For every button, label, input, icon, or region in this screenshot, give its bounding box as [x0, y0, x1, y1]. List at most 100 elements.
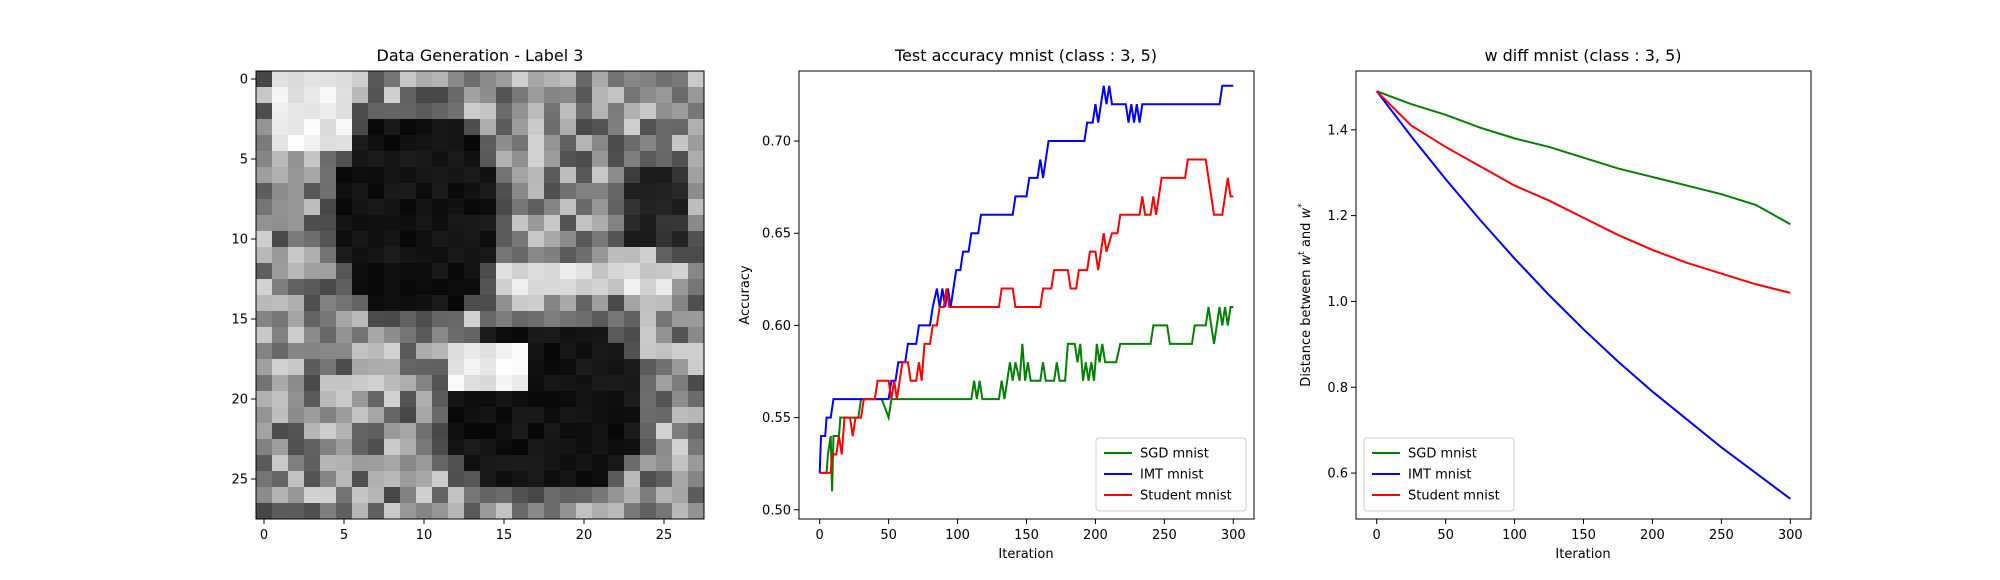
heatmap-cell	[528, 327, 545, 344]
heatmap-cell	[272, 183, 289, 200]
heatmap-cell	[512, 487, 529, 504]
heatmap-cell	[608, 503, 625, 520]
accuracy-plot-area	[818, 84, 1234, 492]
heatmap-cell	[400, 343, 417, 360]
heatmap-cell	[320, 375, 337, 392]
heatmap-cell	[512, 503, 529, 520]
heatmap-cell	[448, 199, 465, 216]
heatmap-cell	[464, 87, 481, 104]
heatmap-cell	[528, 263, 545, 280]
heatmap-cell	[384, 167, 401, 184]
heatmap-cell	[480, 263, 497, 280]
heatmap-cell	[496, 327, 513, 344]
heatmap-cell	[592, 343, 609, 360]
heatmap-cell	[640, 311, 657, 328]
heatmap-cell	[432, 87, 449, 104]
heatmap-xtick-label: 15	[496, 528, 513, 543]
heatmap-cell	[640, 407, 657, 424]
heatmap-cell	[576, 375, 593, 392]
heatmap-cell	[256, 87, 273, 104]
heatmap-cell	[512, 471, 529, 488]
heatmap-cell	[464, 167, 481, 184]
heatmap-cell	[576, 439, 593, 456]
heatmap-cell	[544, 263, 561, 280]
heatmap-cell	[512, 423, 529, 440]
heatmap-cell	[368, 407, 385, 424]
heatmap-cell	[432, 71, 449, 88]
heatmap-cell	[560, 247, 577, 264]
wdiff-legend-label-1: IMT mnist	[1408, 468, 1472, 483]
heatmap-cell	[480, 71, 497, 88]
heatmap-cell	[576, 327, 593, 344]
heatmap-cell	[576, 503, 593, 520]
heatmap-cell	[624, 503, 641, 520]
heatmap-cell	[320, 311, 337, 328]
heatmap-cell	[464, 343, 481, 360]
heatmap-cell	[384, 135, 401, 152]
heatmap-cell	[688, 263, 705, 280]
heatmap-cell	[528, 471, 545, 488]
heatmap-cell	[400, 71, 417, 88]
heatmap-cell	[320, 471, 337, 488]
heatmap-cell	[416, 135, 433, 152]
heatmap-cell	[496, 119, 513, 136]
heatmap-cell	[464, 183, 481, 200]
heatmap-cell	[272, 199, 289, 216]
heatmap-cell	[400, 263, 417, 280]
heatmap-cell	[688, 295, 705, 312]
heatmap-cell	[464, 103, 481, 120]
heatmap-cell	[336, 151, 353, 168]
heatmap-cell	[448, 103, 465, 120]
heatmap-cell	[352, 407, 369, 424]
heatmap-cell	[352, 135, 369, 152]
heatmap-cell	[272, 119, 289, 136]
heatmap-cell	[304, 407, 321, 424]
heatmap-cell	[624, 359, 641, 376]
heatmap-cell	[480, 87, 497, 104]
heatmap-cell	[480, 343, 497, 360]
heatmap-cell	[336, 311, 353, 328]
heatmap-cell	[688, 455, 705, 472]
accuracy-ytick-label: 0.65	[762, 227, 791, 242]
heatmap-cell	[480, 199, 497, 216]
heatmap-cell	[688, 135, 705, 152]
heatmap-cell	[656, 199, 673, 216]
heatmap-cell	[384, 199, 401, 216]
heatmap-cell	[640, 423, 657, 440]
heatmap-cell	[304, 503, 321, 520]
heatmap-cell	[256, 231, 273, 248]
heatmap-cell	[432, 119, 449, 136]
heatmap-cell	[656, 135, 673, 152]
heatmap-cell	[688, 71, 705, 88]
heatmap-cell	[256, 455, 273, 472]
heatmap-cell	[480, 487, 497, 504]
heatmap-xtick-label: 10	[416, 528, 433, 543]
heatmap-cell	[480, 375, 497, 392]
heatmap-cell	[656, 87, 673, 104]
heatmap-cell	[432, 279, 449, 296]
heatmap-cell	[544, 503, 561, 520]
heatmap-cell	[352, 119, 369, 136]
heatmap-cell	[512, 343, 529, 360]
heatmap-cell	[592, 263, 609, 280]
heatmap-cell	[432, 407, 449, 424]
heatmap-cell	[256, 327, 273, 344]
heatmap-cell	[448, 167, 465, 184]
heatmap-cell	[384, 375, 401, 392]
heatmap-cell	[656, 119, 673, 136]
heatmap-cell	[608, 247, 625, 264]
heatmap-cell	[432, 167, 449, 184]
heatmap-cell	[672, 503, 689, 520]
heatmap-cell	[304, 103, 321, 120]
heatmap-cell	[512, 87, 529, 104]
heatmap-cell	[416, 247, 433, 264]
heatmap-cell	[608, 167, 625, 184]
accuracy-xtick-label: 250	[1152, 528, 1177, 543]
heatmap-cell	[592, 151, 609, 168]
heatmap-cell	[384, 455, 401, 472]
heatmap-cell	[656, 423, 673, 440]
heatmap-cell	[512, 327, 529, 344]
heatmap-cell	[320, 455, 337, 472]
heatmap-cell	[624, 327, 641, 344]
heatmap-cell	[656, 279, 673, 296]
